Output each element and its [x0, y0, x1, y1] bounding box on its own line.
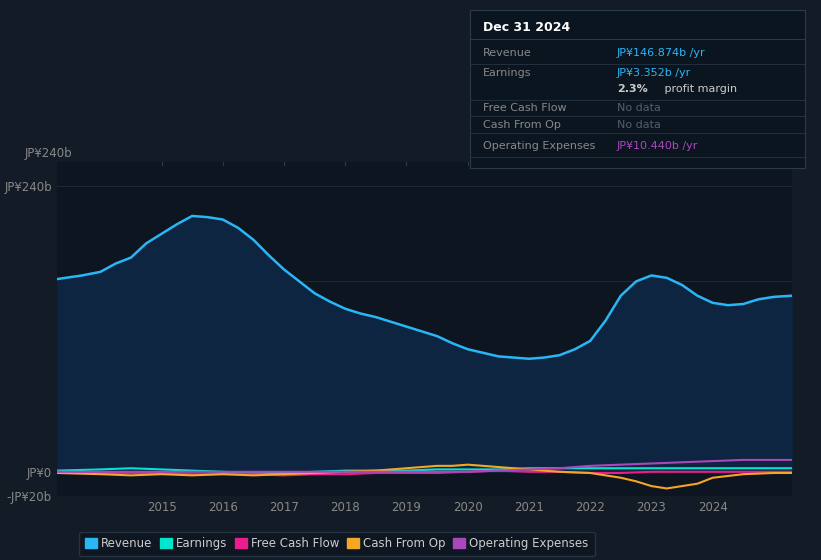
Text: Earnings: Earnings [483, 68, 531, 78]
Text: Dec 31 2024: Dec 31 2024 [483, 21, 571, 34]
Text: JP¥240b: JP¥240b [25, 147, 72, 160]
Text: Free Cash Flow: Free Cash Flow [483, 103, 566, 113]
Text: Cash From Op: Cash From Op [483, 120, 561, 130]
Text: Operating Expenses: Operating Expenses [483, 141, 595, 151]
Text: No data: No data [617, 120, 661, 130]
Text: No data: No data [617, 103, 661, 113]
Text: JP¥10.440b /yr: JP¥10.440b /yr [617, 141, 699, 151]
Text: 2.3%: 2.3% [617, 84, 648, 94]
Text: profit margin: profit margin [661, 84, 736, 94]
Text: Revenue: Revenue [483, 48, 532, 58]
Text: JP¥3.352b /yr: JP¥3.352b /yr [617, 68, 691, 78]
Text: JP¥146.874b /yr: JP¥146.874b /yr [617, 48, 705, 58]
Legend: Revenue, Earnings, Free Cash Flow, Cash From Op, Operating Expenses: Revenue, Earnings, Free Cash Flow, Cash … [79, 531, 594, 556]
